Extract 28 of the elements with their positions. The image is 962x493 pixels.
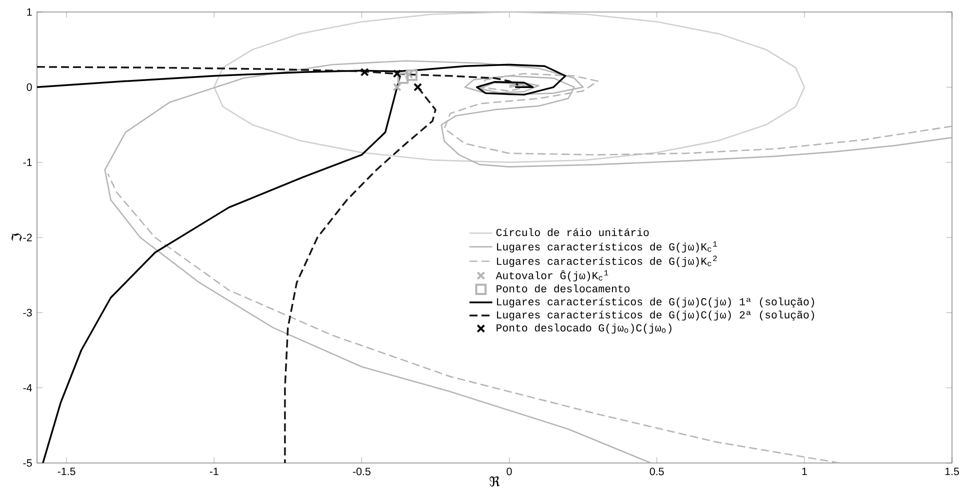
- x-axis-title: ℜ: [490, 476, 500, 487]
- x-tick-label: 1: [802, 468, 807, 476]
- legend-label: Lugares característicos de G(jω)K$_{c}$1: [497, 241, 717, 253]
- legend-label: Lugares característicos de G(jω)K$_{c}$2: [497, 256, 717, 268]
- y-tick-label: -5: [23, 459, 32, 467]
- y-tick-label: -4: [23, 384, 32, 392]
- point: [392, 69, 402, 78]
- legend-label: Ponto de deslocamento: [496, 284, 630, 292]
- point: [360, 68, 369, 76]
- y-tick-label: 0: [26, 83, 32, 91]
- y-tick-label: 1: [27, 8, 32, 16]
- legend-label: Círculo de ráio unitário: [496, 228, 649, 236]
- legend-label: Lugares característicos de G(jω)C(jω) 2ª (solução): [497, 310, 814, 321]
- x-tick-label: -0.5: [352, 468, 370, 476]
- y-tick-label: -1: [23, 158, 32, 166]
- x-tick-label: -1: [210, 468, 218, 476]
- y-tick-label: -2: [23, 234, 32, 242]
- legend-label: Autovalor Ĝ(jω)K$_{c}$1: [496, 270, 608, 282]
- y-tick-label: -3: [23, 308, 32, 316]
- x-tick-label: -1.5: [58, 468, 76, 476]
- x-tick-label: 1.5: [945, 468, 959, 476]
- point: [406, 69, 418, 81]
- legend-label: Lugares característicos de G(jω)C(jω) 1ª (solução): [497, 298, 814, 308]
- y-axis-title: ℑ: [12, 233, 22, 242]
- x-tick-label: 0.5: [650, 468, 664, 476]
- x-tick-label: 0: [506, 468, 512, 476]
- point: [397, 72, 409, 84]
- legend-label: Ponto deslocado G(jω$_{o}$)C(jω$_{o}$): [496, 324, 672, 334]
